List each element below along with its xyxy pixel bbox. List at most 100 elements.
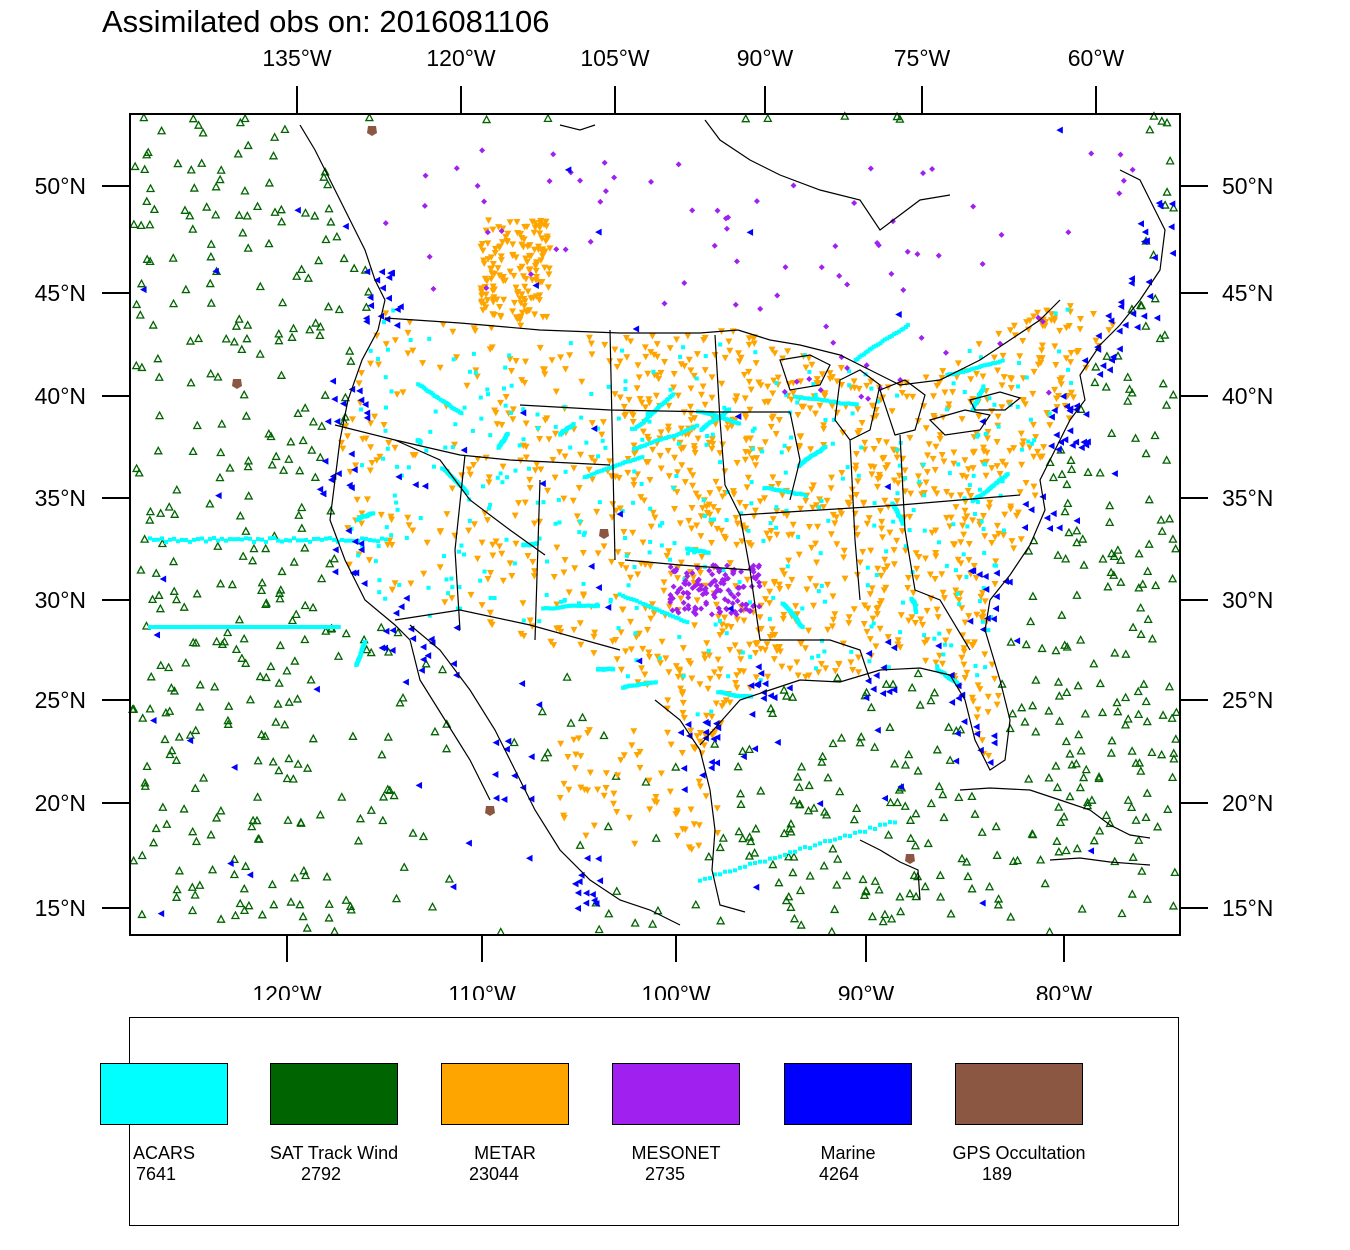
triangle-up-obs-marker xyxy=(300,543,310,552)
square-obs-marker xyxy=(667,557,672,562)
triangle-down-obs-marker xyxy=(714,656,722,664)
triangle-up-obs-marker xyxy=(1006,637,1016,646)
triangle-down-obs-marker xyxy=(613,656,621,663)
square-obs-marker xyxy=(953,568,958,573)
triangle-down-obs-marker xyxy=(960,531,968,539)
triangle-down-obs-marker xyxy=(766,535,774,543)
triangle-up-obs-marker xyxy=(188,446,198,456)
triangle-down-obs-marker xyxy=(448,595,456,602)
triangle-down-obs-marker xyxy=(1016,353,1024,360)
triangle-down-obs-marker xyxy=(773,531,781,539)
triangle-left-obs-marker xyxy=(535,701,543,709)
square-obs-marker xyxy=(348,538,352,543)
triangle-up-obs-marker xyxy=(1026,616,1036,626)
triangle-up-obs-marker xyxy=(1031,726,1041,736)
triangle-down-obs-marker xyxy=(708,445,716,453)
triangle-down-obs-marker xyxy=(965,541,973,548)
square-obs-marker xyxy=(582,530,587,535)
triangle-down-obs-marker xyxy=(968,642,976,649)
triangle-left-obs-marker xyxy=(504,737,512,745)
triangle-down-obs-marker xyxy=(569,497,577,505)
triangle-down-obs-marker xyxy=(991,675,999,683)
triangle-up-obs-marker xyxy=(1081,764,1091,774)
triangle-down-obs-marker xyxy=(495,224,503,231)
square-obs-marker xyxy=(502,386,507,391)
triangle-up-obs-marker xyxy=(1171,707,1181,716)
triangle-up-obs-marker xyxy=(562,672,572,681)
triangle-down-obs-marker xyxy=(586,769,594,777)
triangle-up-obs-marker xyxy=(286,436,296,446)
triangle-up-obs-marker xyxy=(1089,835,1099,845)
triangle-up-obs-marker xyxy=(267,879,277,889)
square-obs-marker xyxy=(947,471,952,476)
triangle-left-obs-marker xyxy=(412,481,419,489)
triangle-down-obs-marker xyxy=(801,645,809,652)
triangle-up-obs-marker xyxy=(1112,697,1122,707)
triangle-up-obs-marker xyxy=(1051,645,1061,655)
triangle-down-obs-marker xyxy=(922,374,930,382)
triangle-down-obs-marker xyxy=(886,529,894,537)
triangle-down-obs-marker xyxy=(819,504,827,511)
triangle-up-obs-marker xyxy=(1157,749,1167,759)
triangle-up-obs-marker xyxy=(189,183,199,192)
triangle-down-obs-marker xyxy=(1041,322,1049,330)
triangle-down-obs-marker xyxy=(880,566,888,574)
triangle-down-obs-marker xyxy=(854,654,862,661)
triangle-up-obs-marker xyxy=(215,472,225,482)
triangle-left-obs-marker xyxy=(313,685,320,693)
triangle-down-obs-marker xyxy=(838,470,846,477)
diamond-obs-marker xyxy=(830,339,837,346)
triangle-down-obs-marker xyxy=(797,505,805,513)
triangle-up-obs-marker xyxy=(280,124,290,134)
triangle-down-obs-marker xyxy=(901,467,909,474)
triangle-down-obs-marker xyxy=(814,523,822,531)
triangle-down-obs-marker xyxy=(984,693,992,701)
square-obs-marker xyxy=(488,433,493,438)
diamond-obs-marker xyxy=(681,605,688,612)
triangle-up-obs-marker xyxy=(738,833,748,843)
triangle-up-obs-marker xyxy=(284,454,294,463)
triangle-down-obs-marker xyxy=(642,353,650,361)
diamond-obs-marker xyxy=(806,375,813,382)
square-obs-marker xyxy=(295,625,300,629)
triangle-up-obs-marker xyxy=(906,833,916,842)
triangle-down-obs-marker xyxy=(733,672,741,679)
triangle-left-obs-marker xyxy=(398,603,405,611)
triangle-down-obs-marker xyxy=(719,493,727,501)
triangle-left-obs-marker xyxy=(966,617,974,625)
triangle-up-obs-marker xyxy=(1157,526,1167,535)
triangle-down-obs-marker xyxy=(657,369,665,377)
triangle-down-obs-marker xyxy=(577,753,585,760)
triangle-down-obs-marker xyxy=(617,562,625,569)
triangle-down-obs-marker xyxy=(522,420,530,428)
square-obs-marker xyxy=(308,625,312,629)
triangle-down-obs-marker xyxy=(932,527,940,535)
triangle-down-obs-marker xyxy=(924,452,932,459)
square-obs-marker xyxy=(541,500,546,505)
triangle-up-obs-marker xyxy=(223,627,233,637)
square-obs-marker xyxy=(807,396,812,401)
triangle-up-obs-marker xyxy=(1077,904,1087,913)
square-obs-marker xyxy=(783,470,788,475)
diamond-obs-marker xyxy=(739,601,746,608)
triangle-up-obs-marker xyxy=(641,777,651,786)
triangle-up-obs-marker xyxy=(255,349,265,358)
triangle-down-obs-marker xyxy=(764,673,772,681)
square-obs-marker xyxy=(965,524,970,529)
square-obs-marker xyxy=(833,400,838,405)
triangle-down-obs-marker xyxy=(478,298,486,305)
triangle-up-obs-marker xyxy=(896,906,906,916)
triangle-down-obs-marker xyxy=(484,240,492,247)
triangle-up-obs-marker xyxy=(1072,537,1082,547)
triangle-up-obs-marker xyxy=(1113,706,1123,716)
triangle-up-obs-marker xyxy=(1052,836,1062,845)
triangle-down-obs-marker xyxy=(549,456,557,464)
square-obs-marker xyxy=(677,431,682,436)
square-obs-marker xyxy=(884,549,889,554)
square-obs-marker xyxy=(192,537,196,542)
triangle-up-obs-marker xyxy=(129,704,139,713)
triangle-up-obs-marker xyxy=(1137,866,1147,875)
triangle-up-obs-marker xyxy=(148,320,158,329)
square-obs-marker xyxy=(312,536,316,541)
triangle-down-obs-marker xyxy=(967,493,975,500)
